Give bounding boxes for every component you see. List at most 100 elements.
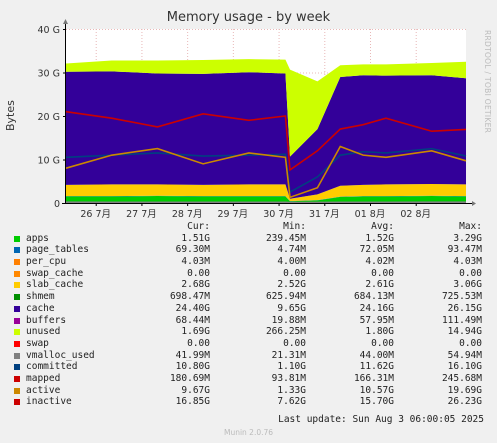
- legend-max-value: 245.68M: [441, 372, 482, 384]
- legend-cur-value: 68.44M: [175, 314, 210, 326]
- legend-avg-value: 72.05M: [359, 244, 394, 256]
- legend-name: per_cpu: [26, 256, 67, 268]
- legend-cur-value: 698.47M: [169, 291, 210, 303]
- legend-swatch-vmalloc_used: [14, 352, 20, 359]
- legend-max-value: 93.47M: [447, 244, 482, 256]
- x-tick-label: 27 7月: [126, 209, 157, 220]
- legend-min-value: 7.62G: [277, 396, 306, 408]
- area-unused: [66, 59, 466, 157]
- legend-cur-value: 0.00: [187, 267, 210, 279]
- legend-max-value: 26.23G: [447, 396, 482, 408]
- legend-min-value: 0.00: [283, 267, 306, 279]
- legend-max-value: 4.03M: [453, 256, 482, 268]
- legend-name: swap: [26, 337, 49, 349]
- legend-max-value: 725.53M: [441, 291, 482, 303]
- legend-swatch-per_cpu: [14, 259, 20, 266]
- legend-min-value: 2.52G: [277, 279, 306, 291]
- legend-swatch-swap_cache: [14, 270, 20, 277]
- memory-chart: 0 10 G 20 G 30 G 40 G 26 7月 27 7月 28 7月 29 7月 30 …: [38, 19, 476, 220]
- legend-swatch-inactive: [14, 399, 20, 406]
- legend-max-value: 0.00: [459, 337, 482, 349]
- legend-cur-value: 1.51G: [181, 232, 210, 244]
- legend-row-swap_cache: swap_cache 0.00 0.00 0.00 0.00: [12, 268, 488, 280]
- legend-max-value: 16.10G: [447, 361, 482, 373]
- x-tick-label: 28 7月: [172, 209, 203, 220]
- legend-avg-value: 15.70G: [359, 396, 394, 408]
- legend-name: committed: [26, 361, 78, 373]
- legend-avg-value: 1.52G: [365, 232, 394, 244]
- legend-swatch-slab_cache: [14, 282, 20, 289]
- legend-header-cur: Cur:: [187, 221, 210, 232]
- legend-swatch-active: [14, 387, 20, 394]
- legend-min-value: 625.94M: [265, 291, 306, 303]
- y-tick-label: 30 G: [38, 69, 60, 80]
- legend-name: unused: [26, 326, 61, 338]
- legend-cur-value: 9.67G: [181, 384, 210, 396]
- legend-cur-value: 180.69M: [169, 372, 210, 384]
- legend-row-swap: swap 0.00 0.00 0.00 0.00: [12, 338, 488, 350]
- y-axis-arrow: [63, 19, 68, 24]
- legend-row-cache: cache 24.40G 9.65G 24.16G 26.15G: [12, 303, 488, 315]
- legend-max-value: 26.15G: [447, 302, 482, 314]
- legend-min-value: 1.33G: [277, 384, 306, 396]
- y-tick-label: 10 G: [38, 156, 60, 167]
- legend-min-value: 4.00M: [277, 256, 306, 268]
- area-cache: [66, 71, 466, 199]
- legend-max-value: 54.94M: [447, 349, 482, 361]
- legend-swatch-apps: [14, 235, 20, 242]
- legend-avg-value: 44.00M: [359, 349, 394, 361]
- legend-cur-value: 1.69G: [181, 326, 210, 338]
- legend-row-per_cpu: per_cpu 4.03M 4.00M 4.02M 4.03M: [12, 256, 488, 268]
- legend-min-value: 239.45M: [265, 232, 306, 244]
- legend-min-value: 4.74M: [277, 244, 306, 256]
- legend-avg-value: 10.57G: [359, 384, 394, 396]
- legend-row-active: active 9.67G 1.33G 10.57G 19.69G: [12, 385, 488, 397]
- y-tick-label: 20 G: [38, 112, 60, 123]
- legend-name: cache: [26, 302, 55, 314]
- legend-row-apps: apps 1.51G 239.45M 1.52G 3.29G: [12, 233, 488, 245]
- x-axis-arrow: [472, 201, 476, 206]
- legend-cur-value: 0.00: [187, 337, 210, 349]
- legend-row-committed: committed 10.80G 1.10G 11.62G 16.10G: [12, 361, 488, 373]
- legend-cur-value: 2.68G: [181, 279, 210, 291]
- legend-max-value: 0.00: [459, 267, 482, 279]
- legend-cur-value: 24.40G: [175, 302, 210, 314]
- legend-name: mapped: [26, 372, 61, 384]
- legend-min-value: 1.10G: [277, 361, 306, 373]
- legend-cur-value: 4.03M: [181, 256, 210, 268]
- legend-row-slab_cache: slab_cache 2.68G 2.52G 2.61G 3.06G: [12, 279, 488, 291]
- legend-max-value: 14.94G: [447, 326, 482, 338]
- legend-swatch-shmem: [14, 294, 20, 301]
- legend-avg-value: 684.13M: [353, 291, 394, 303]
- line-active: [65, 145, 467, 199]
- legend-row-inactive: inactive 16.85G 7.62G 15.70G 26.23G: [12, 396, 488, 408]
- legend-name: inactive: [26, 396, 72, 408]
- last-update: Last update: Sun Aug 3 06:00:05 2025: [278, 414, 484, 425]
- x-tick-label: 02 8月: [400, 209, 431, 220]
- legend-swatch-page_tables: [14, 247, 20, 254]
- area-slab_cache: [66, 183, 466, 201]
- legend-swatch-committed: [14, 364, 20, 371]
- legend-avg-value: 57.95M: [359, 314, 394, 326]
- legend-name: apps: [26, 232, 49, 244]
- legend-min-value: 266.25M: [265, 326, 306, 338]
- legend-header: Cur: Min: Avg: Max:: [12, 221, 488, 233]
- legend-name: buffers: [26, 314, 67, 326]
- legend-row-shmem: shmem 698.47M 625.94M 684.13M 725.53M: [12, 291, 488, 303]
- legend-name: shmem: [26, 291, 55, 303]
- legend-row-page_tables: page_tables 69.30M 4.74M 72.05M 93.47M: [12, 244, 488, 256]
- legend-cur-value: 16.85G: [175, 396, 210, 408]
- legend-max-value: 3.29G: [453, 232, 482, 244]
- legend-avg-value: 24.16G: [359, 302, 394, 314]
- legend-min-value: 19.88M: [271, 314, 306, 326]
- legend-min-value: 93.81M: [271, 372, 306, 384]
- legend-swatch-cache: [14, 305, 20, 312]
- legend-swatch-unused: [14, 329, 20, 336]
- legend-name: page_tables: [26, 244, 89, 256]
- legend-name: swap_cache: [26, 267, 84, 279]
- munin-version: Munin 2.0.76: [223, 428, 274, 437]
- legend-max-value: 111.49M: [441, 314, 482, 326]
- legend-cur-value: 69.30M: [175, 244, 210, 256]
- y-tick-label: 0: [54, 199, 60, 210]
- x-tick-label: 01 8月: [355, 209, 386, 220]
